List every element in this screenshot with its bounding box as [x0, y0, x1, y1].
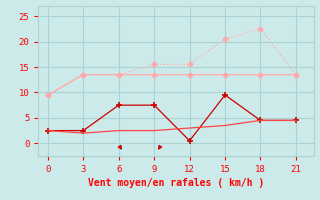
X-axis label: Vent moyen/en rafales ( km/h ): Vent moyen/en rafales ( km/h ) — [88, 178, 264, 188]
